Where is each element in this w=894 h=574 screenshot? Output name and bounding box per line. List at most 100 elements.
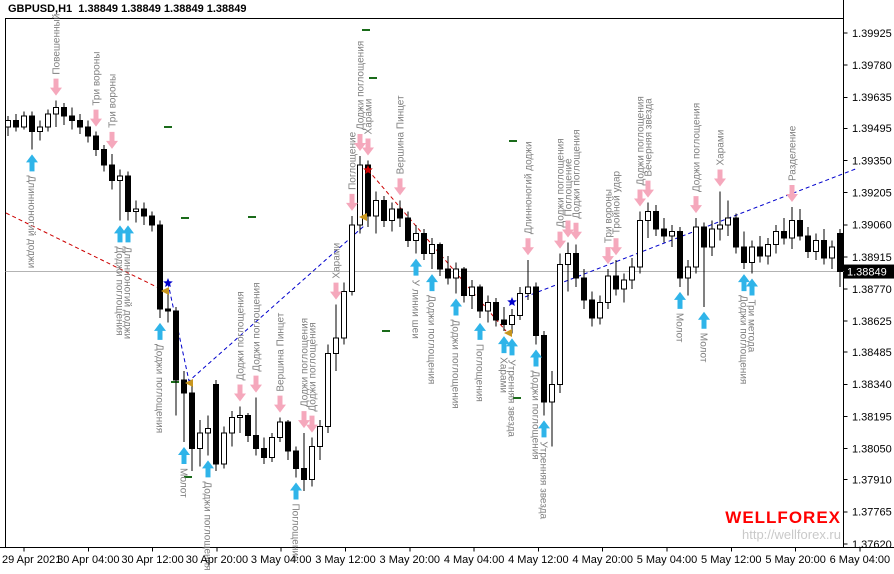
gold-triangle-marker[interactable] (504, 329, 512, 337)
pattern-arrow-down[interactable] (50, 78, 62, 96)
pattern-label: Длинноногий доджи (524, 141, 535, 234)
pattern-label: Доджи поглощения (738, 295, 749, 384)
trendline-up-trend[interactable] (511, 167, 859, 303)
candle (501, 319, 507, 326)
pattern-arrow-down[interactable] (634, 189, 646, 207)
pattern-arrow-down[interactable] (522, 238, 534, 256)
pattern-arrow-up[interactable] (290, 482, 302, 500)
pattern-label: Вершина Пинцет (276, 312, 287, 391)
time-tick-label: 3 May 12:00 (315, 554, 376, 566)
pattern-arrow-up[interactable] (154, 322, 166, 340)
candle (653, 210, 659, 230)
pattern-arrow-down[interactable] (394, 178, 406, 196)
pattern-arrow-up[interactable] (26, 154, 38, 172)
pattern-arrow-up[interactable] (530, 349, 542, 367)
pattern-arrow-down[interactable] (562, 220, 574, 238)
pattern-label: Длинноногий доджи (26, 175, 37, 268)
pattern-arrow-down[interactable] (362, 138, 374, 156)
candle (189, 392, 195, 450)
candle (605, 275, 611, 303)
pattern-arrow-up[interactable] (674, 291, 686, 309)
pattern-arrow-down[interactable] (602, 247, 614, 265)
gold-triangle-marker[interactable] (161, 287, 169, 295)
candle (813, 239, 819, 252)
pattern-arrow-down[interactable] (250, 375, 262, 393)
pattern-arrow-down[interactable] (330, 282, 342, 300)
candle (261, 448, 267, 459)
star-marker[interactable] (363, 165, 373, 174)
candle (341, 290, 347, 339)
pattern-arrow-up[interactable] (410, 258, 422, 276)
pattern-arrow-down[interactable] (306, 415, 318, 433)
pattern-arrow-down[interactable] (570, 222, 582, 240)
candle (461, 268, 467, 297)
candle (717, 224, 723, 230)
pattern-arrow-down[interactable] (642, 180, 654, 198)
pattern-label: Доджи поглощения (572, 129, 583, 218)
pattern-arrow-up[interactable] (122, 225, 134, 243)
price-tick-label: 1.38340 (852, 379, 892, 391)
pattern-arrow-up[interactable] (450, 298, 462, 316)
pattern-arrow-up[interactable] (698, 311, 710, 329)
pattern-arrow-up[interactable] (538, 420, 550, 438)
pattern-arrow-down[interactable] (106, 131, 118, 149)
star-marker[interactable] (507, 297, 517, 306)
pattern-arrow-up[interactable] (426, 274, 438, 292)
pattern-arrow-up[interactable] (498, 336, 510, 354)
pattern-arrow-up[interactable] (202, 460, 214, 478)
candle (749, 246, 755, 263)
candle (29, 115, 35, 133)
gold-triangle-marker[interactable] (185, 379, 193, 387)
pattern-arrow-up[interactable] (506, 338, 518, 356)
pattern-dash-marker (164, 126, 172, 128)
candle (741, 246, 747, 263)
pattern-label: Доджи поглощения (308, 322, 319, 411)
pattern-arrow-down[interactable] (298, 411, 310, 429)
trendline-down-trend-1[interactable] (5, 212, 166, 292)
price-tick-label: 1.38195 (852, 411, 892, 423)
pattern-label: Харами (498, 357, 509, 393)
price-tick-label: 1.38625 (852, 316, 892, 328)
candle (317, 426, 323, 447)
candle (5, 120, 11, 128)
candle (629, 266, 635, 281)
pattern-arrow-up[interactable] (738, 274, 750, 292)
pattern-arrow-up[interactable] (114, 225, 126, 243)
pattern-arrow-down[interactable] (786, 185, 798, 203)
pattern-arrow-down[interactable] (690, 196, 702, 214)
gold-triangle-marker[interactable] (359, 213, 367, 221)
candle (309, 445, 315, 481)
pattern-label: Доджи поглощения (692, 103, 703, 192)
candle (757, 246, 763, 257)
pattern-arrow-up[interactable] (746, 278, 758, 296)
candle (677, 230, 683, 279)
price-tick-label: 1.39780 (852, 60, 892, 72)
pattern-dash-marker (181, 217, 189, 219)
candle (285, 421, 291, 452)
candle (549, 383, 555, 403)
pattern-label: Утренняя звезда (538, 441, 549, 519)
price-tick-label: 1.38485 (852, 347, 892, 359)
pattern-label: Доджи поглощения (450, 319, 461, 408)
time-tick-label: 5 May 04:00 (637, 554, 698, 566)
pattern-arrow-down[interactable] (90, 109, 102, 127)
time-tick-label: 3 May 04:00 (251, 554, 312, 566)
pattern-arrow-down[interactable] (554, 231, 566, 249)
star-marker[interactable] (163, 278, 173, 287)
pattern-arrow-up[interactable] (474, 322, 486, 340)
pattern-arrow-down[interactable] (234, 384, 246, 402)
pattern-arrow-down[interactable] (346, 193, 358, 211)
candle (765, 244, 771, 257)
pattern-arrow-down[interactable] (274, 395, 286, 413)
candle (597, 301, 603, 319)
pattern-arrow-down[interactable] (610, 238, 622, 256)
candle (117, 175, 123, 181)
candle (613, 275, 619, 290)
pattern-arrow-down[interactable] (354, 134, 366, 152)
pattern-arrow-down[interactable] (714, 169, 726, 187)
pattern-arrow-up[interactable] (178, 447, 190, 465)
candle (301, 468, 307, 481)
time-tick-label: 30 Apr 04:00 (57, 554, 119, 566)
